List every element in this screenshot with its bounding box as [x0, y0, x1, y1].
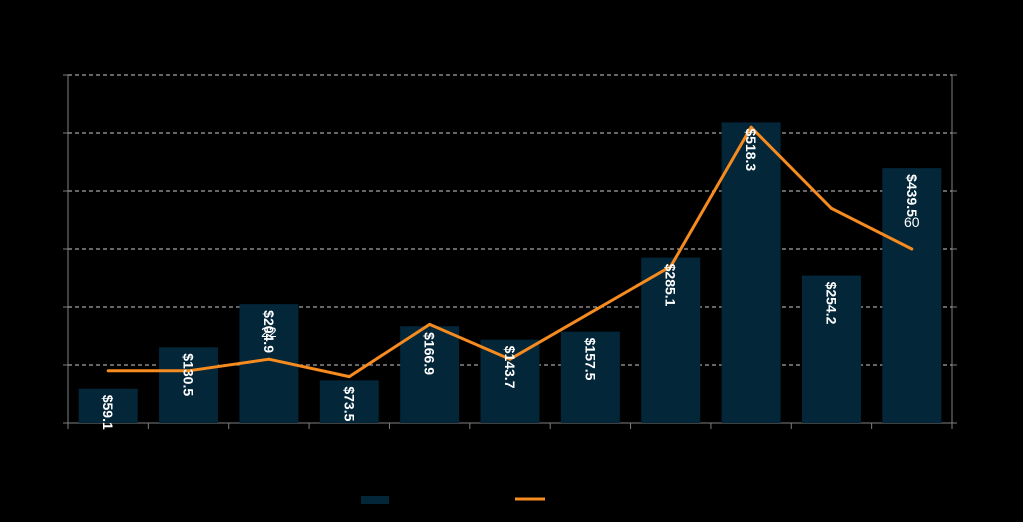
bar: [159, 347, 219, 423]
line-point: [106, 369, 110, 373]
line-point: [508, 357, 512, 361]
line-point: [829, 206, 833, 210]
line-point: [749, 125, 753, 129]
bar-value-label: $285.1: [663, 264, 679, 307]
line-point: [267, 357, 271, 361]
bar: [641, 257, 701, 423]
legend: [361, 496, 545, 504]
bar: [882, 168, 942, 423]
bar: [400, 326, 460, 423]
bar-value-label: $73.5: [341, 386, 357, 421]
line-point: [428, 322, 432, 326]
bar-value-label: $166.9: [422, 332, 438, 375]
bar: [560, 331, 620, 423]
line-series: [106, 125, 914, 379]
bar-value-label: $439.5: [904, 174, 920, 217]
bar-value-label: $130.5: [181, 353, 197, 396]
bar-series: [78, 122, 942, 424]
bar-value-label: $518.3: [743, 128, 759, 171]
line-point: [347, 375, 351, 379]
legend-bar-swatch: [361, 496, 389, 504]
line-point: [910, 247, 914, 251]
line-point: [669, 264, 673, 268]
bar-value-label: $157.5: [582, 338, 598, 381]
bar: [319, 380, 379, 423]
line-path: [108, 125, 913, 379]
bar: [721, 122, 781, 424]
data-labels: $59.1 $130.5 $204.9 $73.5 $166.9 $143.7 $157.5…: [100, 128, 920, 430]
bar-value-label: $254.2: [823, 282, 839, 325]
bar: [801, 275, 861, 423]
line-point-label: 22: [261, 324, 277, 340]
line-point: [187, 369, 191, 373]
line-point: [588, 311, 592, 315]
bar: [78, 388, 138, 423]
bar-value-label: $59.1: [100, 395, 116, 430]
line-point-label: 60: [904, 214, 920, 230]
bar-value-label: $204.9: [261, 310, 277, 353]
bar-value-label: $143.7: [502, 346, 518, 389]
bar: [480, 339, 540, 423]
